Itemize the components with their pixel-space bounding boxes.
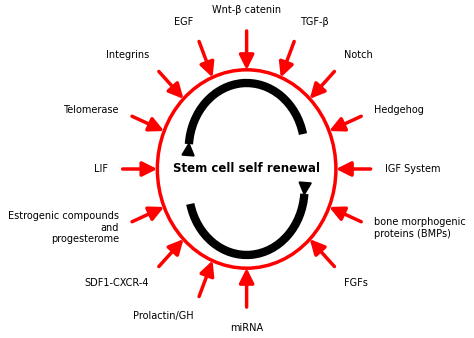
Text: miRNA: miRNA xyxy=(230,323,263,333)
Text: Telomerase: Telomerase xyxy=(63,105,119,115)
Text: Estrogenic compounds
and
progesterome: Estrogenic compounds and progesterome xyxy=(8,211,119,244)
Text: FGFs: FGFs xyxy=(345,278,368,288)
Text: EGF: EGF xyxy=(174,17,194,27)
Text: bone morphogenic
proteins (BMPs): bone morphogenic proteins (BMPs) xyxy=(374,217,466,239)
Text: LIF: LIF xyxy=(94,164,108,174)
Text: Stem cell self renewal: Stem cell self renewal xyxy=(173,163,320,175)
Text: SDF1-CXCR-4: SDF1-CXCR-4 xyxy=(84,278,149,288)
Text: IGF System: IGF System xyxy=(385,164,440,174)
Text: Prolactin/GH: Prolactin/GH xyxy=(133,311,194,321)
Text: Notch: Notch xyxy=(345,50,373,60)
Text: TGF-β: TGF-β xyxy=(300,17,328,27)
Text: Hedgehog: Hedgehog xyxy=(374,105,424,115)
Text: Integrins: Integrins xyxy=(106,50,149,60)
Text: Wnt-β catenin: Wnt-β catenin xyxy=(212,5,281,15)
